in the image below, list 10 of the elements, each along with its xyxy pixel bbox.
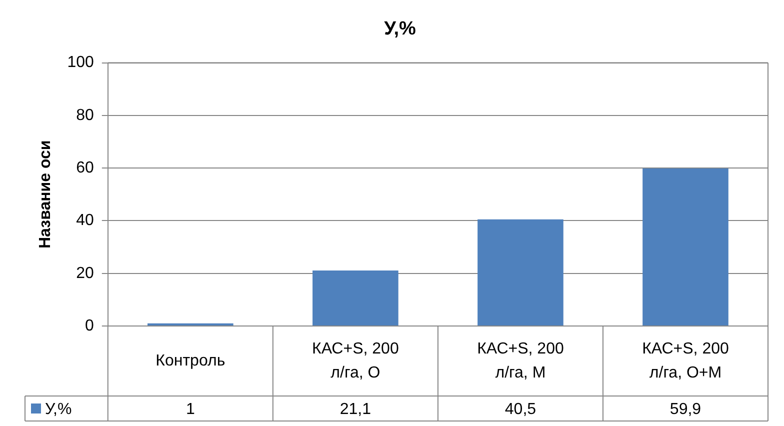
bar: [312, 270, 398, 326]
y-tick-label: 60: [76, 159, 94, 176]
bar: [478, 219, 564, 326]
chart-title: У,%: [384, 18, 416, 40]
y-tick-label: 100: [67, 54, 94, 72]
y-tick-label: 80: [76, 106, 94, 124]
y-tick-label: 20: [76, 264, 94, 282]
y-tick-label: 40: [76, 212, 94, 230]
bar: [642, 168, 728, 326]
y-axis-title: Название оси: [37, 140, 54, 249]
